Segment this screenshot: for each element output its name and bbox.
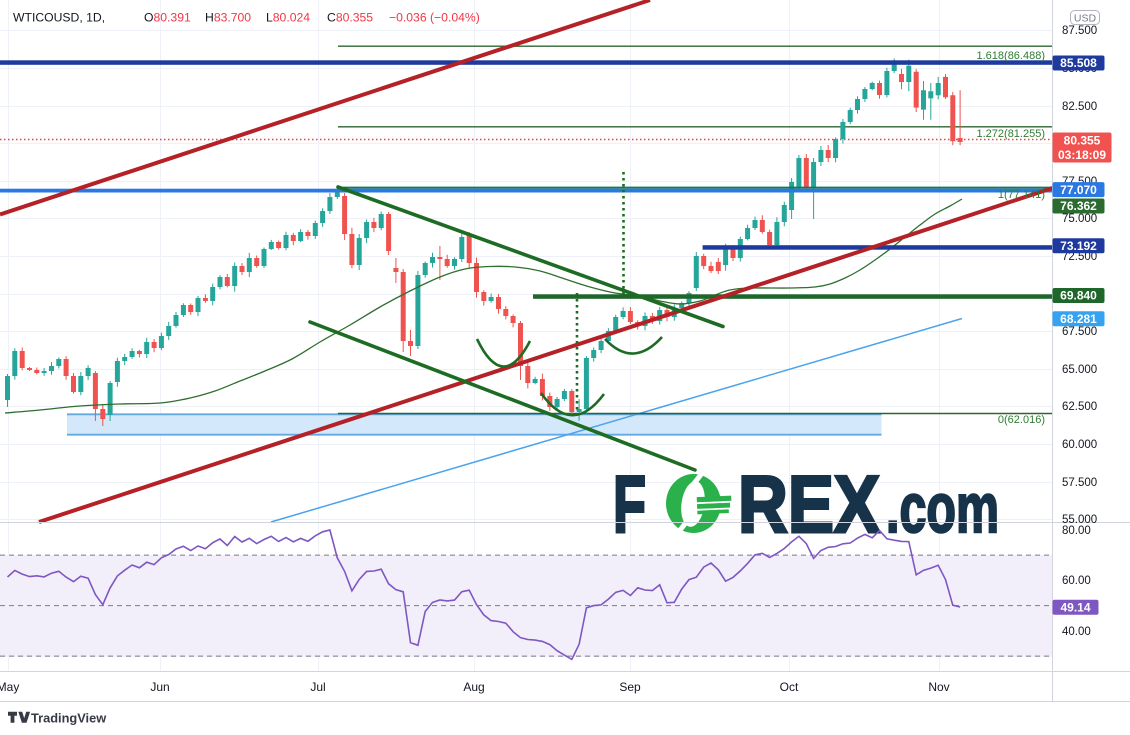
svg-text:60.00: 60.00 — [1062, 575, 1091, 587]
svg-text:1.618(86.488): 1.618(86.488) — [977, 50, 1046, 62]
svg-text:69.840: 69.840 — [1060, 289, 1097, 303]
svg-text:65.000: 65.000 — [1062, 364, 1097, 376]
svg-text:TradingView: TradingView — [31, 711, 106, 726]
svg-text:82.500: 82.500 — [1062, 101, 1097, 113]
svg-text:F: F — [613, 460, 646, 550]
svg-text:68.281: 68.281 — [1060, 312, 1097, 326]
svg-text:80.355: 80.355 — [1064, 134, 1101, 148]
svg-text:Jun: Jun — [150, 680, 169, 694]
svg-text:USD: USD — [1074, 13, 1097, 25]
svg-text:Oct: Oct — [780, 680, 799, 694]
svg-text:1.272(81.255): 1.272(81.255) — [977, 128, 1046, 140]
svg-text:80.00: 80.00 — [1062, 525, 1091, 537]
svg-text:87.500: 87.500 — [1062, 25, 1097, 37]
svg-text:76.362: 76.362 — [1060, 199, 1097, 213]
svg-text:55.000: 55.000 — [1062, 514, 1097, 526]
svg-text:77.070: 77.070 — [1060, 183, 1097, 197]
svg-text:Aug: Aug — [463, 680, 484, 694]
svg-text:40.00: 40.00 — [1062, 626, 1091, 638]
svg-text:73.192: 73.192 — [1060, 239, 1097, 253]
svg-text:03:18:09: 03:18:09 — [1058, 148, 1106, 162]
svg-text:60.000: 60.000 — [1062, 439, 1097, 451]
svg-text:May: May — [0, 680, 19, 694]
svg-text:Nov: Nov — [928, 680, 949, 694]
svg-text:57.500: 57.500 — [1062, 477, 1097, 489]
svg-text:0(62.016): 0(62.016) — [998, 414, 1045, 426]
svg-text:72.500: 72.500 — [1062, 251, 1097, 263]
svg-text:Sep: Sep — [619, 680, 641, 694]
svg-text:85.508: 85.508 — [1060, 56, 1097, 70]
svg-text:1(77.141): 1(77.141) — [998, 189, 1045, 201]
svg-text:Jul: Jul — [310, 680, 325, 694]
svg-text:49.14: 49.14 — [1060, 600, 1090, 614]
svg-text:.com: .com — [886, 469, 999, 547]
svg-text:REX: REX — [738, 460, 880, 550]
svg-text:67.500: 67.500 — [1062, 326, 1097, 338]
svg-text:62.500: 62.500 — [1062, 401, 1097, 413]
svg-text:75.000: 75.000 — [1062, 213, 1097, 225]
